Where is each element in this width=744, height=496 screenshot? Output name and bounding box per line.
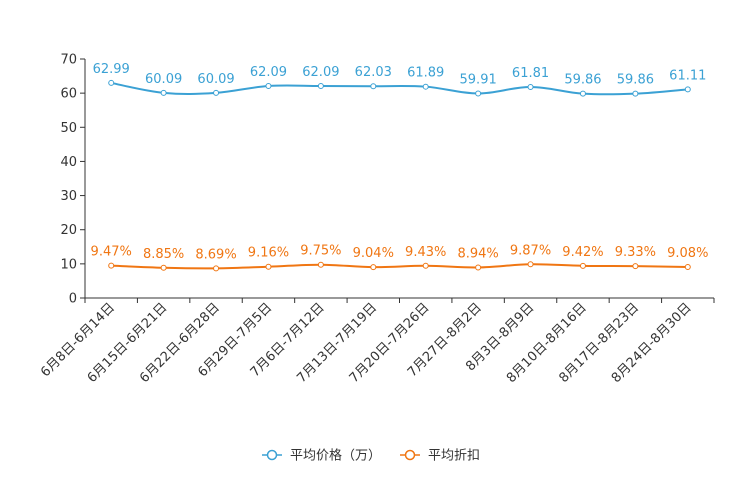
data-point[interactable]	[422, 83, 429, 90]
data-label: 59.86	[617, 73, 654, 88]
legend-item-1[interactable]: 平均折扣	[400, 449, 480, 464]
data-label: 9.43%	[405, 245, 446, 260]
data-point[interactable]	[579, 90, 586, 97]
data-point[interactable]	[370, 83, 377, 90]
data-point[interactable]	[265, 263, 272, 270]
data-point[interactable]	[317, 261, 324, 268]
data-point[interactable]	[527, 83, 534, 90]
data-label: 9.87%	[510, 243, 551, 258]
series-line	[111, 263, 688, 270]
data-point[interactable]	[265, 83, 272, 90]
data-label: 61.81	[512, 66, 549, 81]
legend[interactable]: 平均价格（万） 平均折扣	[262, 448, 480, 464]
data-label: 62.99	[93, 62, 130, 77]
data-point[interactable]	[422, 262, 429, 269]
data-point[interactable]	[475, 264, 482, 271]
data-point[interactable]	[108, 79, 115, 86]
y-tick-label: 30	[60, 189, 77, 204]
data-label: 59.86	[564, 73, 601, 88]
y-tick-label: 70	[60, 53, 77, 68]
legend-label: 平均折扣	[428, 449, 480, 464]
data-label: 9.42%	[562, 245, 603, 260]
data-label: 9.75%	[300, 244, 341, 259]
data-point[interactable]	[317, 83, 324, 90]
data-point[interactable]	[160, 264, 167, 271]
data-point[interactable]	[108, 262, 115, 269]
y-tick-label: 20	[60, 223, 77, 238]
axes: 0102030405060706月8日-6月14日6月15日-6月21日6月22…	[38, 53, 715, 386]
data-label: 61.11	[669, 68, 706, 83]
series-line	[111, 81, 688, 96]
legend-item-0[interactable]: 平均价格（万）	[262, 448, 381, 464]
data-point[interactable]	[213, 89, 220, 96]
series-1	[108, 261, 691, 272]
y-tick-label: 60	[60, 87, 77, 102]
legend-marker-icon	[404, 449, 416, 461]
data-label: 62.09	[302, 65, 339, 80]
data-label: 9.33%	[615, 245, 656, 260]
data-point[interactable]	[213, 265, 220, 272]
series-layer	[108, 79, 691, 272]
legend-marker-icon	[266, 449, 278, 461]
data-label: 9.04%	[353, 246, 394, 261]
data-point[interactable]	[475, 90, 482, 97]
series-0	[108, 79, 691, 97]
data-point[interactable]	[684, 263, 691, 270]
data-label: 59.91	[460, 72, 497, 87]
data-label: 8.85%	[143, 247, 184, 262]
data-label: 8.69%	[195, 247, 236, 262]
y-tick-label: 0	[69, 292, 77, 307]
data-point[interactable]	[684, 86, 691, 93]
data-label: 62.09	[250, 65, 287, 80]
data-point[interactable]	[527, 261, 534, 268]
data-point[interactable]	[579, 262, 586, 269]
data-label: 60.09	[197, 72, 234, 87]
y-tick-label: 50	[60, 121, 77, 136]
legend-label: 平均价格（万）	[290, 448, 381, 464]
data-point[interactable]	[370, 264, 377, 271]
data-label: 61.89	[407, 66, 444, 81]
data-label: 60.09	[145, 72, 182, 87]
data-point[interactable]	[632, 263, 639, 270]
data-label: 9.16%	[248, 246, 289, 261]
data-label: 8.94%	[457, 246, 498, 261]
data-label: 62.03	[355, 65, 392, 80]
data-label: 9.08%	[667, 246, 708, 261]
data-point[interactable]	[160, 89, 167, 96]
data-point[interactable]	[632, 90, 639, 97]
data-labels: 62.99 60.09 60.09 62.09 62.09 62.03 61.89 59.91…	[91, 62, 709, 262]
y-tick-label: 40	[60, 155, 77, 170]
y-tick-label: 10	[60, 257, 77, 272]
data-label: 9.47%	[91, 245, 132, 260]
